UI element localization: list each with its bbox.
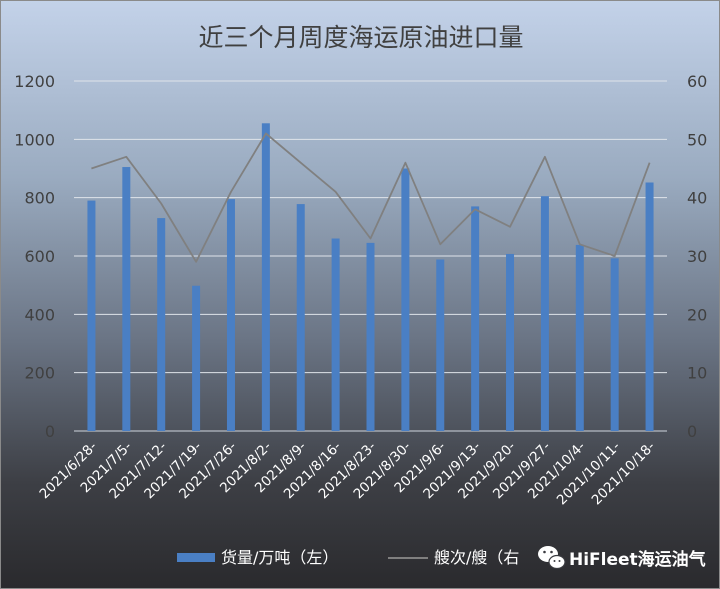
y-left-tick-label: 800: [24, 189, 55, 208]
bar: [471, 206, 480, 431]
y-left-tick-label: 1200: [14, 72, 55, 91]
y-right-tick-label: 0: [687, 422, 697, 441]
bar: [192, 285, 201, 431]
y-right-tick-label: 60: [687, 72, 707, 91]
y-left-tick-label: 200: [24, 364, 55, 383]
chart-title: 近三个月周度海运原油进口量: [198, 23, 523, 52]
bar: [261, 123, 270, 432]
y-right-tick-label: 30: [687, 247, 707, 266]
y-left-tick-label: 1000: [14, 130, 55, 149]
bar: [87, 200, 96, 431]
wechat-icon: [538, 546, 566, 570]
line-series: [91, 132, 651, 263]
legend: 货量/万吨（左） 艘次/艘（右: [177, 548, 519, 567]
bar: [122, 167, 131, 431]
bar: [506, 253, 515, 431]
bar-series: [87, 123, 654, 432]
watermark: HiFleet海运油气: [538, 546, 706, 570]
legend-bar-label: 货量/万吨（左）: [221, 548, 338, 567]
y-left-tick-label: 600: [24, 247, 55, 266]
left-axis: 0 200 400 600 800 1000 1200: [14, 72, 55, 441]
right-axis: 0 10 20 30 40 50 60: [687, 72, 707, 441]
legend-line-label: 艘次/艘（右: [434, 548, 519, 567]
y-left-tick-label: 0: [45, 422, 55, 441]
y-left-tick-label: 400: [24, 305, 55, 324]
bar: [610, 258, 619, 431]
legend-bar-swatch: [177, 553, 215, 562]
bar: [226, 199, 235, 431]
y-right-tick-label: 20: [687, 305, 707, 324]
y-right-tick-label: 50: [687, 130, 707, 149]
x-axis: 2021/6/28-2021/7/5-2021/7/12-2021/7/19-2…: [37, 438, 659, 508]
bar: [331, 238, 340, 431]
bar: [296, 204, 305, 431]
watermark-text: HiFleet海运油气: [569, 549, 706, 570]
bar: [366, 242, 375, 431]
series-line: [91, 132, 651, 263]
bar: [157, 218, 166, 431]
bar: [401, 168, 410, 431]
bar: [540, 196, 549, 431]
bar: [645, 182, 654, 431]
bar: [575, 244, 584, 431]
y-right-tick-label: 40: [687, 189, 707, 208]
y-right-tick-label: 10: [687, 364, 707, 383]
bar: [436, 259, 445, 431]
